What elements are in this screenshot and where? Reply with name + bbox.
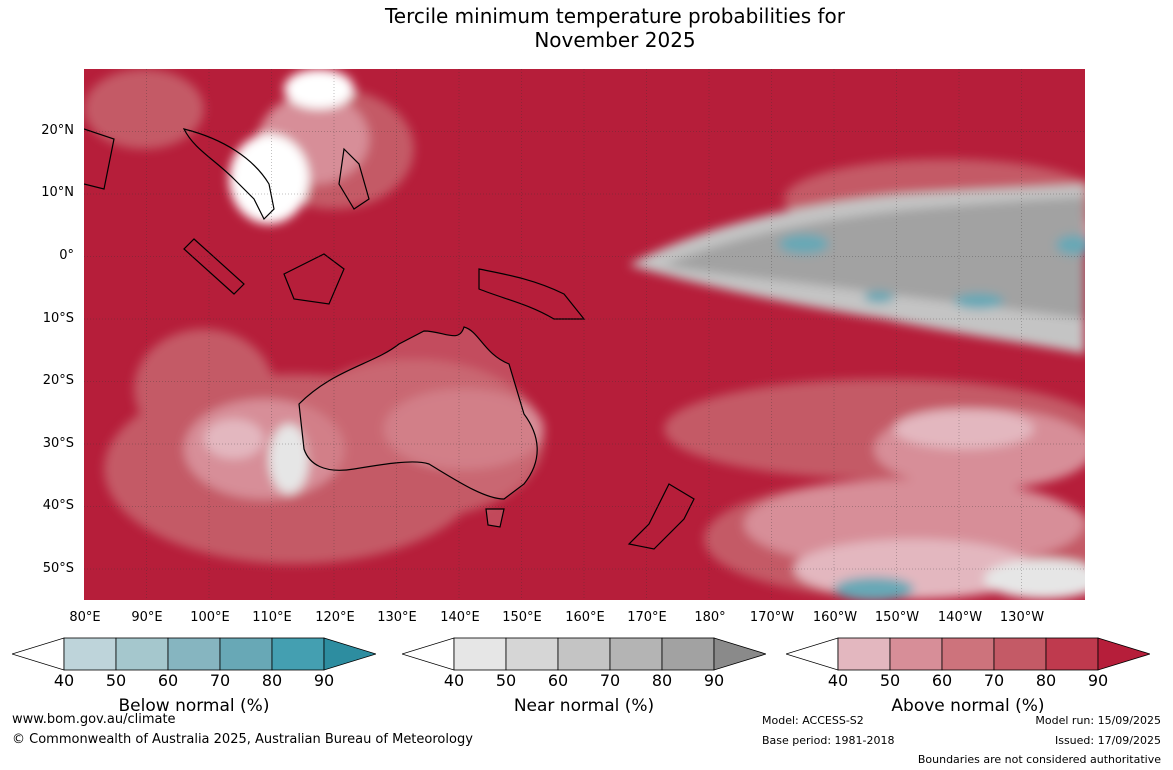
colorbar-swatch xyxy=(661,637,715,671)
footer-base-period: Base period: 1981-2018 xyxy=(762,734,895,747)
colorbar-min-arrow xyxy=(786,637,839,671)
colorbar-min-arrow xyxy=(12,637,65,671)
colorbar-min-arrow xyxy=(402,637,455,671)
cbar-tick: 90 xyxy=(1087,671,1109,690)
cbar-tick: 80 xyxy=(261,671,283,690)
footer-url: www.bom.gov.au/climate xyxy=(12,712,176,727)
lon-label: 180° xyxy=(694,610,726,625)
lat-label: 10°N xyxy=(41,185,74,200)
lat-label: 20°S xyxy=(42,373,74,388)
lon-label: 160°W xyxy=(812,610,858,625)
cbar-tick: 50 xyxy=(495,671,517,690)
cbar-tick: 90 xyxy=(313,671,335,690)
new-guinea-outline xyxy=(478,268,586,320)
title-line-2: November 2025 xyxy=(534,28,696,52)
colorbar-swatch xyxy=(505,637,559,671)
cbar-tick: 50 xyxy=(879,671,901,690)
colorbar-title-below: Below normal (%) xyxy=(118,696,270,716)
lat-label: 40°S xyxy=(42,498,74,513)
lat-label: 20°N xyxy=(41,123,74,138)
footer-model-run: Model run: 15/09/2025 xyxy=(1035,714,1161,727)
colorbar-swatch xyxy=(115,637,169,671)
lon-label: 130°W xyxy=(999,610,1045,625)
lat-label: 0° xyxy=(59,248,74,263)
cbar-tick: 90 xyxy=(703,671,725,690)
footer-copyright: © Commonwealth of Australia 2025, Austra… xyxy=(12,732,473,747)
cbar-tick: 70 xyxy=(599,671,621,690)
cbar-tick: 40 xyxy=(827,671,849,690)
footer-issued: Issued: 17/09/2025 xyxy=(1054,734,1161,747)
colorbar-swatch xyxy=(993,637,1047,671)
colorbar-above-normal xyxy=(786,637,1150,671)
cbar-tick: 60 xyxy=(157,671,179,690)
india-outline xyxy=(84,128,115,190)
colorbar-max-arrow xyxy=(323,637,376,671)
lon-label: 160°E xyxy=(565,610,605,625)
cbar-tick: 80 xyxy=(1035,671,1057,690)
new-zealand-outline xyxy=(627,483,695,550)
lat-label: 50°S xyxy=(42,561,74,576)
cbar-tick: 50 xyxy=(105,671,127,690)
australia-outline xyxy=(298,326,538,500)
below-normal-patches xyxy=(779,234,1085,600)
tasmania-outline xyxy=(485,508,505,528)
title-line-1: Tercile minimum temperature probabilitie… xyxy=(384,4,846,28)
colorbar-near-normal xyxy=(402,637,766,671)
cbar-tick: 40 xyxy=(443,671,465,690)
footer-model: Model: ACCESS-S2 xyxy=(762,714,864,727)
lon-label: 170°W xyxy=(749,610,795,625)
cbar-tick: 60 xyxy=(547,671,569,690)
philippines-outline xyxy=(338,147,370,210)
colorbar-swatch xyxy=(453,637,507,671)
lon-label: 140°E xyxy=(440,610,480,625)
lon-label: 130°E xyxy=(377,610,417,625)
lon-label: 110°E xyxy=(252,610,292,625)
lon-label: 100°E xyxy=(190,610,230,625)
colorbar-max-arrow xyxy=(1097,637,1150,671)
colorbar-swatch xyxy=(889,637,943,671)
lon-label: 150°W xyxy=(874,610,920,625)
lon-label: 150°E xyxy=(502,610,542,625)
colorbar-swatch xyxy=(1045,637,1099,671)
colorbar-swatch xyxy=(837,637,891,671)
colorbar-swatch xyxy=(941,637,995,671)
borneo-outline xyxy=(283,253,345,305)
se-asia-outline xyxy=(182,128,275,221)
cbar-tick: 60 xyxy=(931,671,953,690)
lon-label: 170°E xyxy=(627,610,667,625)
colorbar-swatch xyxy=(271,637,325,671)
sumatra-outline xyxy=(183,238,245,295)
probability-map xyxy=(84,69,1085,600)
lon-label: 120°E xyxy=(315,610,355,625)
footer-disclaimer: Boundaries are not considered authoritat… xyxy=(917,753,1161,766)
cbar-tick: 70 xyxy=(983,671,1005,690)
cbar-tick: 40 xyxy=(53,671,75,690)
lon-label: 80°E xyxy=(69,610,101,625)
colorbar-swatch xyxy=(609,637,663,671)
chart-title: Tercile minimum temperature probabilitie… xyxy=(0,4,1173,52)
lat-label: 30°S xyxy=(42,436,74,451)
lon-label: 140°W xyxy=(937,610,983,625)
colorbar-title-above: Above normal (%) xyxy=(891,696,1045,716)
cbar-tick: 80 xyxy=(651,671,673,690)
landmass-outlines xyxy=(84,128,695,550)
colorbar-title-near: Near normal (%) xyxy=(513,696,655,716)
cbar-tick: 70 xyxy=(209,671,231,690)
colorbar-swatch xyxy=(219,637,273,671)
graticule xyxy=(84,69,1085,600)
lat-label: 10°S xyxy=(42,311,74,326)
lon-label: 90°E xyxy=(131,610,163,625)
colorbar-swatch xyxy=(557,637,611,671)
colorbar-below-normal xyxy=(12,637,376,671)
colorbar-swatch xyxy=(63,637,117,671)
colorbar-max-arrow xyxy=(713,637,766,671)
colorbar-swatch xyxy=(167,637,221,671)
